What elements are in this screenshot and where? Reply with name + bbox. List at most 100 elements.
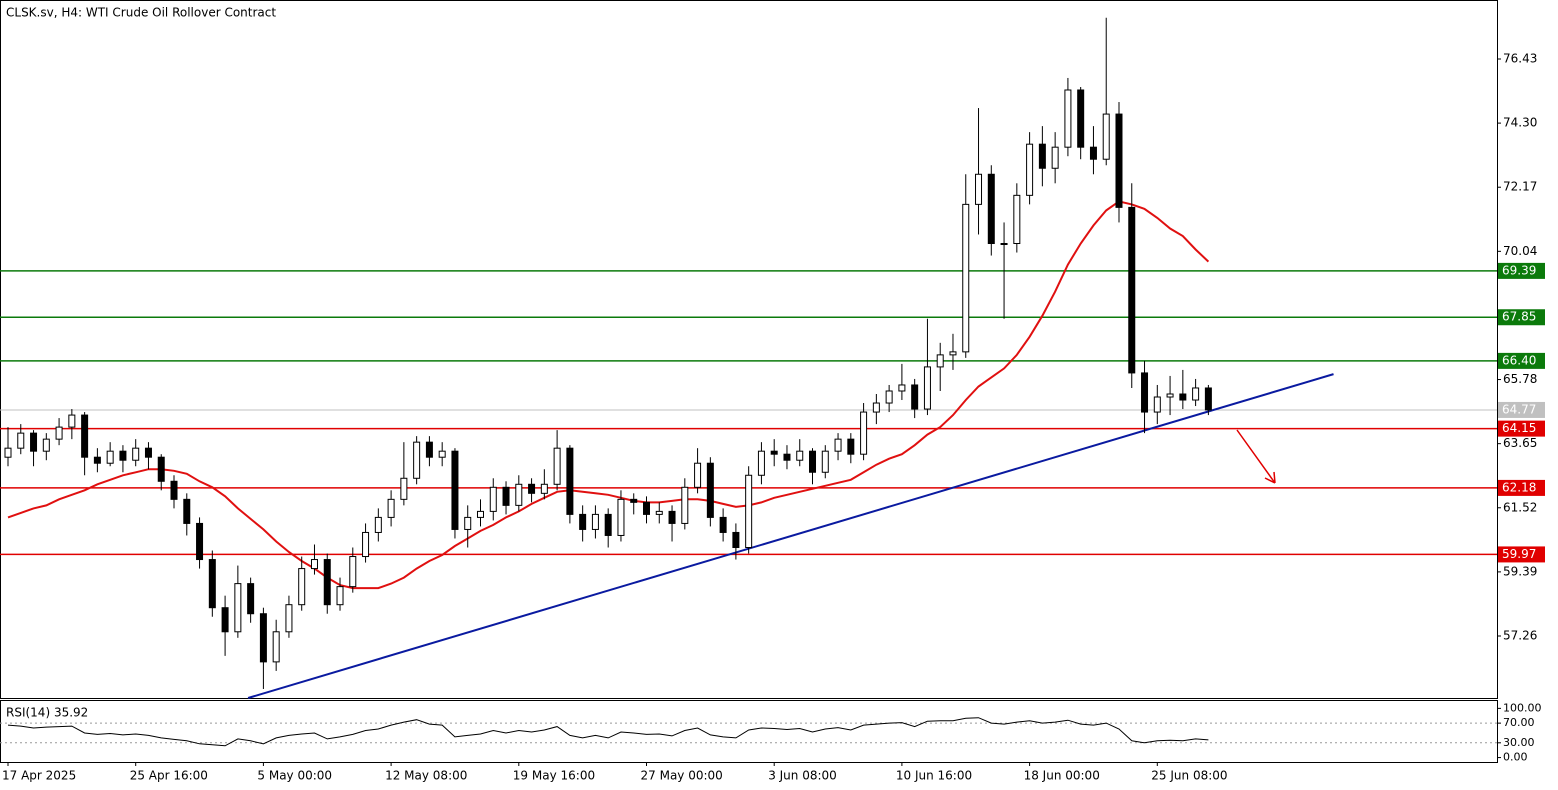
- rsi-tick-label: 30.00: [1503, 736, 1535, 749]
- rsi-tick-label: 100.00: [1503, 701, 1542, 714]
- y-tick-label: 63.65: [1503, 436, 1537, 450]
- candle-body: [732, 531, 740, 549]
- candle-body: [566, 447, 574, 515]
- candle-body: [234, 583, 242, 633]
- candle-body: [1077, 89, 1085, 148]
- candle-body: [272, 631, 280, 663]
- candle-body: [757, 450, 765, 476]
- candle-body: [719, 516, 727, 533]
- candle-body: [1000, 243, 1008, 246]
- level-label: 66.40: [1502, 353, 1536, 367]
- level-box: [1498, 479, 1545, 496]
- candle-body: [362, 531, 370, 558]
- candle-body: [451, 450, 459, 530]
- candle-body: [579, 513, 587, 530]
- candle-body: [1102, 113, 1110, 160]
- candle-body: [770, 450, 778, 455]
- candle-body: [298, 568, 306, 606]
- candle-body: [515, 483, 523, 506]
- candle-body: [1192, 387, 1200, 401]
- candle-body: [119, 450, 127, 461]
- x-tick-label: 27 May 00:00: [641, 769, 723, 783]
- candle-body: [694, 462, 702, 488]
- candle-body: [1141, 372, 1149, 413]
- x-tick-label: 5 May 00:00: [257, 769, 332, 783]
- y-tick-label: 61.52: [1503, 500, 1537, 514]
- candle-body: [196, 522, 204, 561]
- x-tick-label: 12 May 08:00: [385, 769, 467, 783]
- y-tick-label: 65.78: [1503, 372, 1537, 386]
- candle-body: [374, 516, 382, 533]
- candle-body: [655, 510, 663, 515]
- candle-body: [1013, 194, 1021, 245]
- level-box: [1498, 546, 1545, 563]
- candle-body: [387, 498, 395, 518]
- candle-body: [553, 447, 561, 485]
- candle-body: [860, 411, 868, 455]
- candle-body: [1038, 143, 1046, 169]
- level-box: [1498, 262, 1545, 279]
- candle-body: [106, 450, 114, 464]
- candle-body: [847, 438, 855, 455]
- candle-body: [668, 510, 676, 524]
- rsi-tick-label: 0.00: [1503, 751, 1528, 764]
- y-tick-label: 74.30: [1503, 116, 1537, 130]
- level-label: 67.85: [1502, 310, 1536, 324]
- moving-average: [7, 200, 1210, 590]
- candle-body: [975, 173, 983, 205]
- x-tick-label: 3 Jun 08:00: [768, 769, 837, 783]
- candle-body: [528, 483, 536, 494]
- candle-body: [617, 498, 625, 536]
- level-label: 59.97: [1502, 547, 1536, 561]
- x-tick-label: 18 Jun 00:00: [1024, 769, 1100, 783]
- candle-body: [68, 414, 76, 428]
- candle-body: [502, 486, 510, 506]
- candle-body: [604, 513, 612, 536]
- x-tick-label: 25 Apr 16:00: [130, 769, 208, 783]
- rsi-tick-label: 70.00: [1503, 716, 1535, 729]
- candle-body: [1064, 89, 1072, 148]
- candle-body: [1166, 393, 1174, 398]
- main-frame: [0, 0, 1498, 699]
- candle-body: [310, 559, 318, 570]
- level-box: [1498, 420, 1545, 437]
- candle-body: [221, 607, 229, 633]
- candle-body: [630, 498, 638, 503]
- candle-body: [285, 604, 293, 633]
- trendline: [247, 373, 1334, 699]
- candle-body: [259, 613, 267, 663]
- candle-body: [783, 453, 791, 461]
- candle-body: [911, 384, 919, 410]
- level-label: 69.39: [1502, 263, 1536, 277]
- candle-body: [809, 450, 817, 473]
- rsi-line: [7, 717, 1209, 747]
- candle-body: [962, 203, 970, 353]
- x-tick-label: 17 Apr 2025: [2, 769, 76, 783]
- candle-body: [643, 501, 650, 515]
- candle-body: [1089, 146, 1097, 160]
- candle-body: [349, 556, 357, 588]
- candle-body: [42, 438, 50, 452]
- candle-body: [949, 351, 957, 356]
- candle-body: [476, 510, 484, 518]
- candle-body: [923, 366, 931, 410]
- candle-body: [183, 498, 191, 524]
- candle-body: [987, 173, 995, 245]
- candle-body: [821, 450, 829, 473]
- candle-body: [1115, 113, 1123, 208]
- candle-body: [170, 480, 178, 500]
- candle-body: [1051, 146, 1059, 169]
- candle-body: [413, 441, 421, 479]
- candle-body: [796, 450, 804, 461]
- candle-body: [336, 586, 344, 606]
- y-tick-label: 76.43: [1503, 51, 1537, 65]
- candle-body: [4, 447, 12, 458]
- candle-body: [885, 390, 893, 404]
- candle-body: [936, 354, 944, 368]
- candle-body: [1026, 143, 1034, 196]
- candle-body: [834, 438, 842, 452]
- candle-body: [1204, 387, 1212, 411]
- x-tick-label: 25 Jun 08:00: [1151, 769, 1227, 783]
- x-tick-label: 10 Jun 16:00: [896, 769, 972, 783]
